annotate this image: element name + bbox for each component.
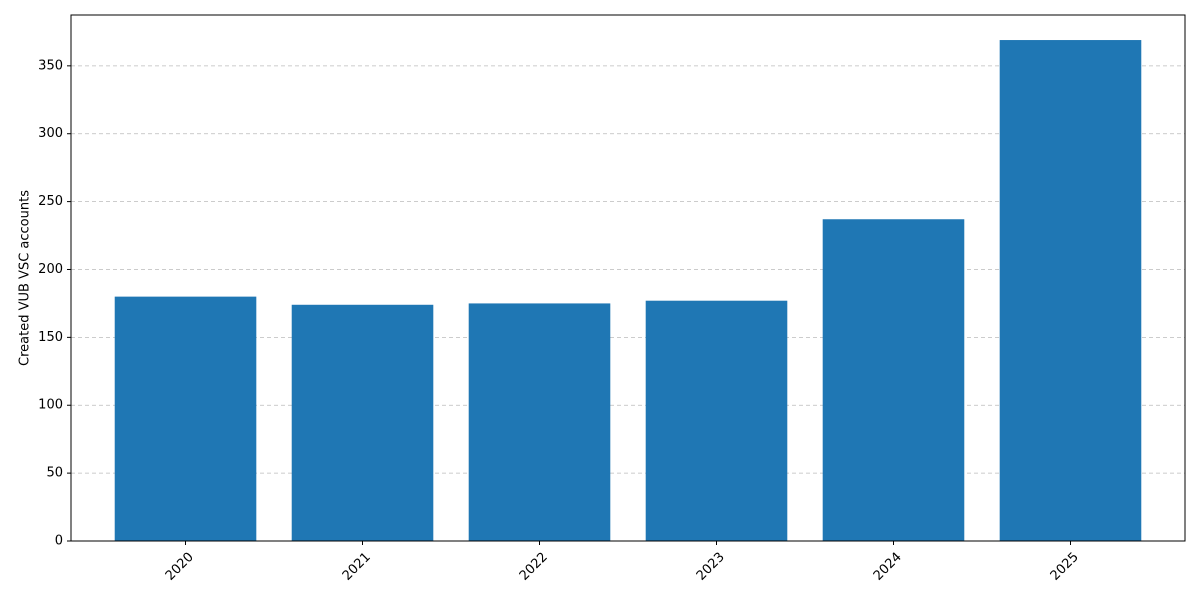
bar	[822, 219, 965, 541]
y-axis-label: Created VUB VSC accounts	[18, 190, 33, 366]
plot-frame	[70, 14, 1186, 542]
y-tick-label: 300	[38, 126, 63, 141]
bar	[468, 303, 611, 541]
y-tick-label: 50	[46, 466, 63, 481]
x-tick-label: 2020	[163, 550, 197, 584]
bar	[999, 40, 1142, 542]
x-tick-label: 2021	[340, 550, 374, 584]
y-tick-label: 150	[38, 330, 63, 345]
y-tick-label: 200	[38, 262, 63, 277]
y-tick-label: 350	[38, 58, 63, 73]
x-tick-label: 2024	[871, 550, 905, 584]
x-tick-label: 2025	[1048, 550, 1082, 584]
bar	[645, 300, 788, 541]
bar	[291, 304, 434, 541]
y-tick-label: 100	[38, 398, 63, 413]
y-tick-label: 250	[38, 194, 63, 209]
x-tick-label: 2022	[517, 550, 551, 584]
y-tick-label: 0	[55, 534, 63, 549]
x-tick-label: 2023	[694, 550, 728, 584]
bar	[114, 296, 257, 541]
